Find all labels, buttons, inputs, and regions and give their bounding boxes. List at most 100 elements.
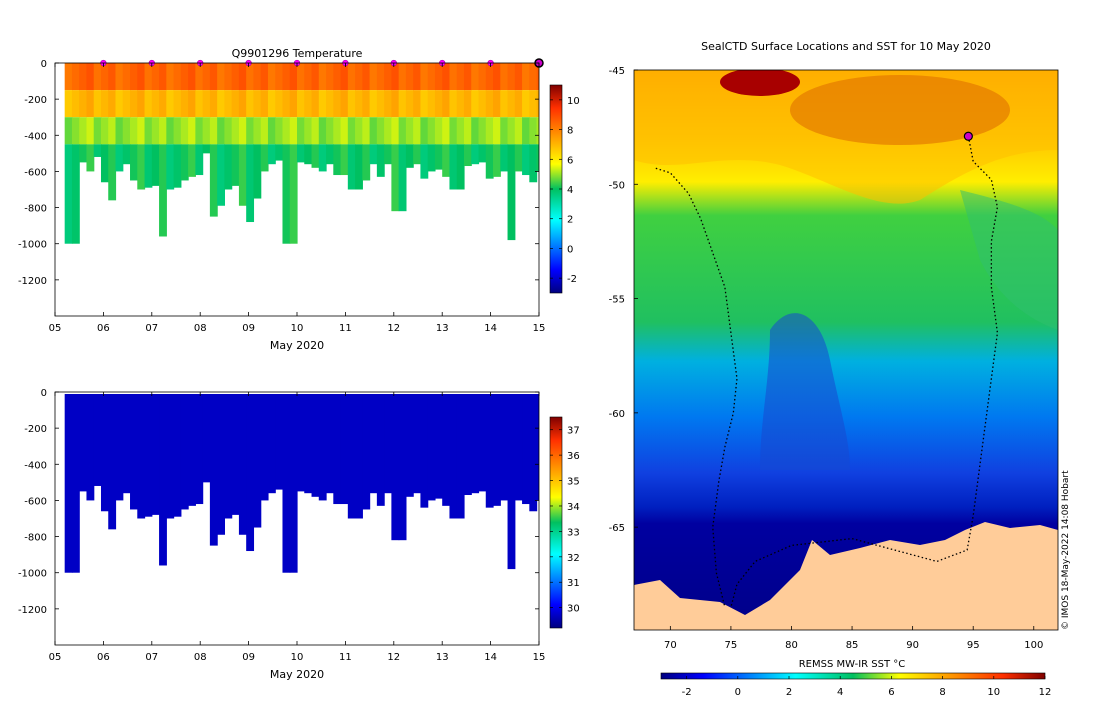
temperature-cell (166, 117, 175, 145)
profile-column (413, 394, 422, 494)
temperature-cell (376, 63, 385, 91)
temperature-cell (195, 63, 204, 91)
x-tick-label: 11 (339, 652, 352, 663)
temperature-cell (246, 90, 255, 118)
profile-column (297, 394, 305, 492)
temperature-cell (522, 144, 530, 176)
salinity-cell (463, 394, 472, 496)
temperature-cell (522, 90, 530, 118)
colorbar-tick-label: 34 (567, 502, 580, 513)
temperature-cell (267, 90, 276, 118)
y-tick-label: -800 (24, 533, 47, 544)
salinity-cell (304, 394, 313, 494)
salinity-cell (333, 394, 342, 505)
temperature-cell (529, 90, 538, 118)
profile-column (420, 394, 429, 508)
temperature-y-axis: 0 -200 -400 -600 -800 -1000 -1200 (18, 59, 539, 287)
warm-band (790, 75, 1010, 145)
temperature-cell (260, 63, 269, 91)
temperature-cell (456, 117, 465, 145)
colorbar-tick-label: 10 (567, 96, 580, 107)
lon-tick-label: 75 (725, 640, 738, 651)
profile-column (115, 394, 124, 501)
temperature-cell (507, 90, 516, 118)
profile-column (253, 394, 262, 528)
temperature-cell (471, 144, 480, 165)
x-tick-label: 14 (484, 652, 497, 663)
temperature-cell (405, 144, 414, 168)
temperature-cell (122, 90, 131, 118)
temperature-cell (151, 117, 160, 145)
temperature-cell (442, 117, 451, 145)
temperature-cell (500, 117, 509, 145)
profile-column (304, 394, 313, 494)
temperature-cell (86, 90, 95, 118)
profile-column (384, 63, 392, 165)
temperature-cell (493, 63, 501, 91)
lon-tick-label: 95 (967, 640, 980, 651)
temperature-cell (217, 144, 225, 206)
profile-column (64, 63, 73, 244)
colorbar-tick-label: 2 (567, 215, 573, 226)
profile-column (195, 394, 204, 505)
temperature-cell (79, 144, 88, 163)
temperature-cell (449, 90, 458, 118)
profile-column (173, 63, 182, 188)
lon-tick-label: 100 (1024, 640, 1043, 651)
profile-column (93, 63, 102, 157)
temperature-cell (282, 144, 291, 244)
temperature-cell (100, 63, 109, 91)
temperature-cell (485, 90, 494, 118)
salinity-cell (369, 394, 378, 494)
temperature-cell (137, 63, 146, 91)
temperature-cell (478, 117, 487, 145)
temperature-cell (209, 144, 218, 217)
temperature-cell (311, 90, 320, 118)
temperature-cell (115, 117, 124, 145)
temperature-cell (253, 90, 262, 118)
temperature-cell (217, 63, 225, 91)
y-tick-label: -1000 (18, 240, 47, 251)
temperature-cell (347, 117, 356, 145)
temperature-cell (202, 117, 211, 145)
temperature-cell (347, 144, 356, 190)
temperature-cell (333, 63, 342, 91)
map-axes-box (633, 69, 1059, 631)
temperature-cell (115, 63, 124, 91)
temperature-cell (398, 63, 407, 91)
profile-column (333, 394, 342, 505)
temperature-cell (188, 144, 196, 177)
profile-column (326, 394, 334, 494)
temperature-cell (188, 90, 196, 118)
temperature-cell (449, 117, 458, 145)
temperature-cell (326, 117, 334, 145)
y-tick-label: -600 (24, 496, 47, 507)
temperature-cell (442, 90, 451, 118)
temperature-cell (297, 117, 305, 145)
lat-tick-label: -60 (609, 409, 625, 420)
temperature-cell (434, 63, 443, 91)
profile-column (427, 394, 436, 501)
temperature-cell (413, 117, 422, 145)
temperature-cell (275, 90, 284, 118)
temperature-cell (173, 63, 182, 91)
temperature-cell (405, 63, 414, 91)
temperature-cell (355, 63, 363, 91)
temperature-cell (144, 63, 153, 91)
temperature-cell (100, 144, 109, 183)
x-tick-label: 12 (387, 323, 400, 334)
temperature-cell (376, 117, 385, 145)
x-tick-label: 09 (242, 323, 255, 334)
profile-column (463, 63, 472, 167)
temperature-cell (398, 144, 407, 212)
profile-column (231, 394, 240, 515)
temperature-cell (166, 144, 175, 190)
temperature-cell (86, 63, 95, 91)
temperature-cell (289, 90, 298, 118)
salinity-cell (311, 394, 320, 497)
temperature-cell (137, 144, 146, 190)
profile-column (304, 63, 313, 165)
profile-column (478, 394, 487, 492)
temperature-cell (326, 144, 334, 165)
